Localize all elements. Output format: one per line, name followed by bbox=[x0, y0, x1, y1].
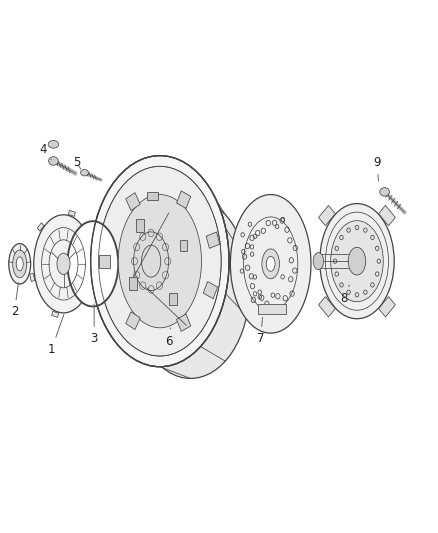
Ellipse shape bbox=[49, 157, 58, 165]
Text: 7: 7 bbox=[257, 317, 265, 345]
Text: 8: 8 bbox=[340, 285, 350, 305]
Text: 2: 2 bbox=[11, 282, 18, 318]
Ellipse shape bbox=[99, 166, 221, 356]
Polygon shape bbox=[99, 255, 110, 268]
Ellipse shape bbox=[57, 253, 70, 274]
Ellipse shape bbox=[9, 244, 31, 284]
Polygon shape bbox=[83, 297, 90, 305]
Polygon shape bbox=[37, 223, 44, 231]
Ellipse shape bbox=[13, 250, 27, 278]
Ellipse shape bbox=[131, 197, 250, 378]
Text: 1: 1 bbox=[48, 314, 64, 356]
Polygon shape bbox=[126, 193, 140, 211]
Ellipse shape bbox=[230, 195, 311, 333]
Ellipse shape bbox=[134, 232, 169, 290]
Polygon shape bbox=[378, 205, 396, 226]
Polygon shape bbox=[177, 191, 191, 208]
Ellipse shape bbox=[118, 195, 201, 328]
Polygon shape bbox=[318, 296, 336, 317]
Text: 3: 3 bbox=[91, 304, 98, 345]
Polygon shape bbox=[92, 246, 97, 254]
Polygon shape bbox=[169, 293, 177, 305]
Text: 9: 9 bbox=[373, 156, 381, 181]
Polygon shape bbox=[203, 281, 218, 298]
Text: 4: 4 bbox=[39, 143, 52, 160]
Ellipse shape bbox=[380, 188, 389, 196]
Polygon shape bbox=[180, 240, 187, 251]
Polygon shape bbox=[129, 277, 137, 290]
Polygon shape bbox=[258, 304, 286, 314]
Polygon shape bbox=[147, 192, 158, 200]
Polygon shape bbox=[136, 219, 144, 232]
Ellipse shape bbox=[67, 221, 118, 306]
Ellipse shape bbox=[348, 247, 366, 275]
Polygon shape bbox=[378, 296, 396, 317]
Ellipse shape bbox=[91, 156, 229, 367]
Polygon shape bbox=[126, 312, 140, 329]
Polygon shape bbox=[206, 232, 220, 248]
Polygon shape bbox=[52, 311, 59, 317]
Text: 5: 5 bbox=[73, 156, 81, 169]
Ellipse shape bbox=[320, 204, 394, 319]
Ellipse shape bbox=[262, 249, 279, 279]
Ellipse shape bbox=[331, 221, 383, 302]
Polygon shape bbox=[318, 205, 336, 226]
Ellipse shape bbox=[16, 257, 23, 271]
Ellipse shape bbox=[48, 141, 59, 148]
Polygon shape bbox=[177, 314, 191, 332]
Ellipse shape bbox=[81, 169, 88, 176]
Polygon shape bbox=[30, 273, 35, 281]
Ellipse shape bbox=[266, 256, 275, 271]
Polygon shape bbox=[68, 211, 75, 216]
Ellipse shape bbox=[34, 215, 93, 313]
Ellipse shape bbox=[313, 253, 324, 270]
Text: 6: 6 bbox=[165, 328, 173, 348]
